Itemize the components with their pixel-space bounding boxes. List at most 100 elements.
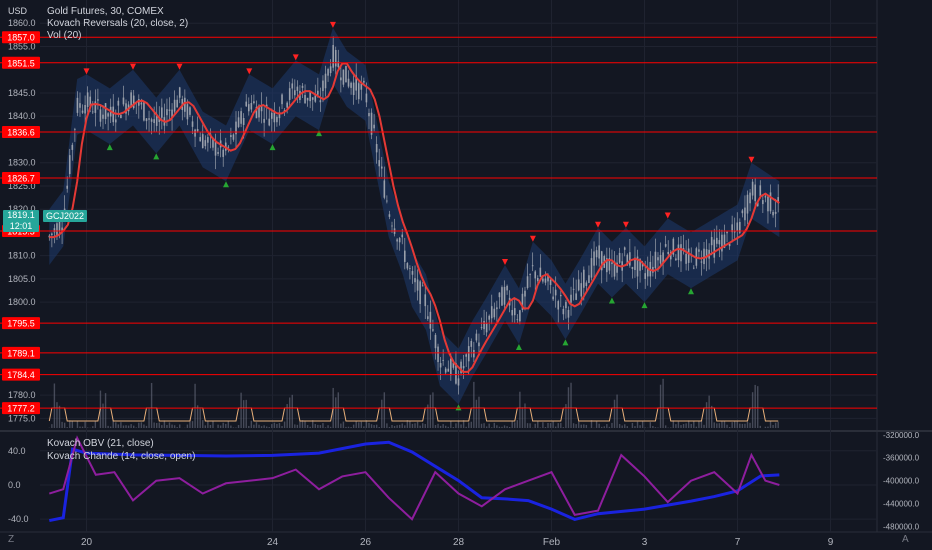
- volume-bar: [66, 427, 68, 428]
- volume-bar: [578, 421, 580, 428]
- volume-bar: [644, 427, 646, 428]
- reversal-up-marker: [688, 288, 694, 295]
- candle-body: [306, 97, 309, 101]
- candle-body: [721, 234, 723, 252]
- volume-bar: [757, 386, 759, 428]
- volume-bar: [473, 381, 475, 428]
- volume-bar: [437, 423, 439, 428]
- volume-bar: [565, 404, 567, 428]
- volume-bar: [595, 421, 598, 428]
- candle-body: [56, 223, 58, 237]
- volume-bar: [209, 424, 212, 428]
- volume-bar: [189, 421, 191, 428]
- volume-bar: [526, 423, 529, 428]
- volume-bar: [557, 423, 559, 428]
- volume-bar: [478, 396, 480, 428]
- candle-body: [396, 239, 398, 242]
- candle-body: [529, 274, 531, 275]
- volume-bar: [337, 392, 339, 428]
- volume-bar: [145, 425, 148, 428]
- candle-body: [345, 65, 347, 83]
- volume-bar: [253, 424, 255, 428]
- candle-body: [767, 196, 769, 212]
- reversal-up-marker: [153, 153, 160, 160]
- volume-bar: [649, 422, 652, 428]
- volume-bar: [347, 426, 350, 428]
- volume-bar: [352, 424, 355, 428]
- price-level-label: 1784.4: [7, 370, 35, 380]
- volume-bar: [406, 420, 409, 428]
- candle-body: [631, 266, 634, 270]
- price-level-label: 1795.5: [7, 319, 35, 329]
- reversal-down-marker: [502, 258, 508, 265]
- reversal-up-marker: [223, 181, 229, 188]
- candle-body: [383, 180, 386, 198]
- volume-bar: [547, 422, 549, 428]
- oscillator-y-tick-right: -440000.0: [883, 499, 920, 508]
- candle-body: [598, 245, 600, 259]
- volume-bar: [358, 422, 360, 428]
- volume-bar: [728, 427, 731, 428]
- volume-bar: [312, 420, 314, 428]
- y-tick-label: 1820.0: [8, 204, 36, 214]
- candle-body: [462, 366, 465, 369]
- candle-body: [473, 349, 475, 358]
- x-tick-label: Feb: [543, 537, 561, 548]
- candle-body: [311, 97, 314, 100]
- volume-bar: [196, 405, 199, 428]
- volume-bar: [654, 427, 657, 428]
- volume-bar: [291, 394, 293, 428]
- volume-bar: [641, 420, 644, 428]
- volume-bar: [682, 424, 685, 428]
- volume-bar: [304, 421, 306, 428]
- volume-bar: [442, 424, 444, 428]
- candle-body: [173, 99, 176, 112]
- candle-body: [199, 137, 201, 142]
- volume-bar: [263, 425, 265, 428]
- oscillator-y-tick-left: 0.0: [8, 480, 21, 490]
- candle-body: [409, 267, 411, 269]
- volume-bar: [480, 423, 483, 428]
- candle-body: [769, 192, 772, 212]
- volume-bar: [191, 421, 194, 428]
- volume-bar: [769, 421, 772, 428]
- candle-body: [375, 144, 378, 153]
- candle-body: [754, 184, 756, 202]
- reversal-up-marker: [641, 302, 648, 309]
- volume-bar: [301, 420, 304, 428]
- price-level-label: 1857.0: [7, 33, 35, 43]
- y-tick-label: 1840.0: [8, 111, 36, 121]
- candle-body: [84, 105, 86, 114]
- candle-body: [480, 327, 483, 329]
- candle-body: [94, 101, 97, 113]
- volume-bar: [248, 425, 250, 428]
- candle-body: [120, 114, 122, 119]
- candle-body: [58, 219, 61, 232]
- volume-bar: [736, 421, 738, 428]
- candle-body: [759, 185, 762, 197]
- candle-body: [230, 135, 232, 138]
- price-level-label: 1777.2: [7, 404, 35, 414]
- oscillator-y-tick-left: -40.0: [8, 514, 29, 524]
- candle-body: [506, 285, 508, 291]
- candle-body: [460, 361, 462, 374]
- price-level-label: 1851.5: [7, 58, 35, 68]
- volume-bar: [693, 421, 695, 428]
- volume-bar: [424, 424, 426, 428]
- volume-bar: [662, 378, 664, 428]
- price-level-tag: [2, 402, 40, 415]
- volume-bar: [299, 421, 301, 428]
- volume-bar: [132, 425, 135, 428]
- volume-bar: [562, 427, 565, 428]
- volume-bar: [250, 420, 253, 428]
- candle-body: [493, 308, 496, 318]
- volume-bar: [242, 400, 245, 428]
- candle-body: [511, 309, 514, 316]
- volume-bar: [51, 424, 53, 428]
- candle-body: [716, 237, 718, 244]
- candle-body: [442, 359, 444, 361]
- candle-body: [447, 368, 450, 372]
- volume-bar: [386, 423, 388, 428]
- volume-bar: [81, 426, 84, 428]
